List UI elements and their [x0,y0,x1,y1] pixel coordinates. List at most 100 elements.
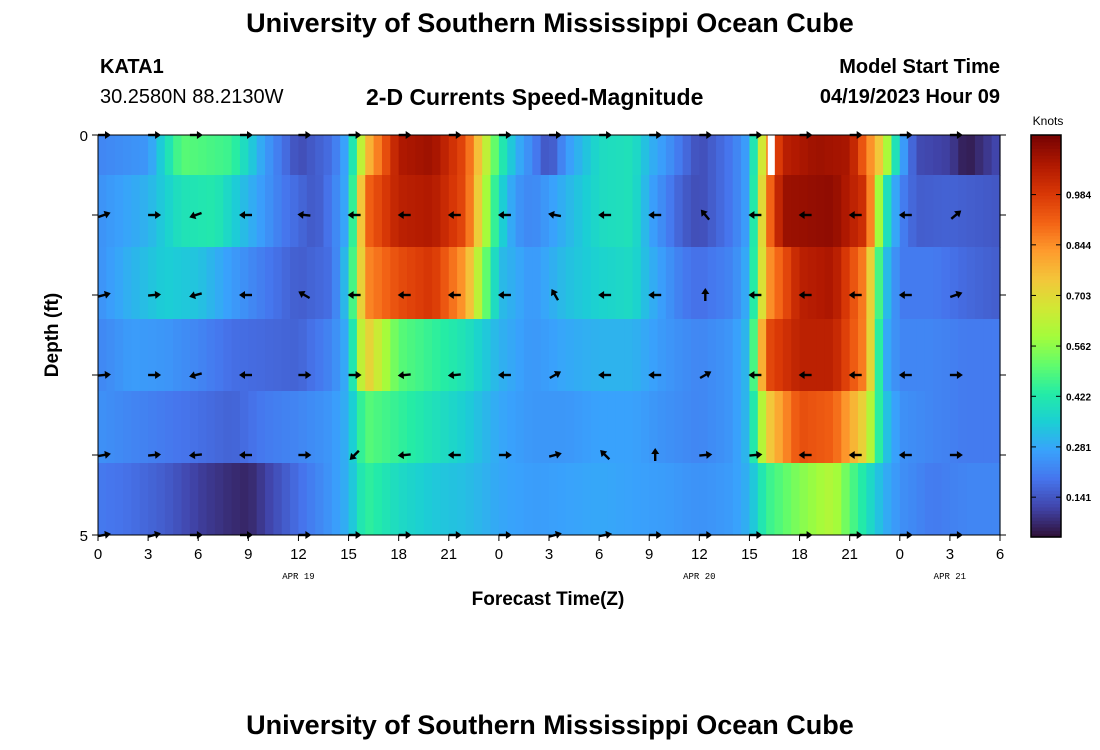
arrow-head [239,291,245,299]
current-arrow [297,210,311,219]
heatmap-cell [315,463,325,536]
heatmap-cell [665,135,675,176]
heatmap-cell [148,175,158,248]
heatmap-cell [139,463,149,536]
heatmap-cell [440,391,450,464]
current-arrow [598,211,612,219]
heatmap-cell [766,175,776,248]
colorbar-segment [1031,269,1061,273]
heatmap-cell [114,247,124,320]
arrow-head [497,371,504,379]
arrow-head [553,371,562,378]
heatmap-cell [131,391,141,464]
heatmap-cell [816,319,826,392]
heatmap-cell [390,463,400,536]
heatmap-cell [590,391,600,464]
heatmap-cell [507,463,517,536]
heatmap-cell [206,135,216,176]
colorbar-segment [1031,486,1061,491]
heatmap-cell [574,463,584,536]
colorbar-segment [1031,369,1061,374]
heatmap-cell [699,319,709,392]
heatmap-cell [841,319,851,392]
heatmap-cell [373,175,383,248]
colorbar-segment [1031,305,1061,310]
current-arrow [548,450,562,459]
x-tick-label: 0 [495,546,503,563]
heatmap-cell [874,391,884,464]
colorbar-segment [1031,265,1061,270]
heatmap-cell [189,391,199,464]
colorbar-segment [1031,406,1061,411]
heatmap-cell [874,319,884,392]
heatmap-cell [415,391,425,464]
heatmap-cell [832,319,842,392]
heatmap-cell [824,175,834,248]
colorbar-segment [1031,212,1061,216]
heatmap-cell [248,135,258,176]
heatmap-cell [699,135,709,176]
x-tick-label: 9 [244,546,252,563]
heatmap-cell [507,247,517,320]
arrow-head [447,291,454,299]
heatmap-cell [958,319,968,392]
heatmap-cell [649,319,659,392]
arrow-head [239,211,245,219]
colorbar-segment [1031,279,1061,283]
heatmap-cell [966,319,976,392]
heatmap-cell [515,391,525,464]
heatmap-cell [632,135,642,176]
heatmap-cell [156,135,166,176]
heatmap-cell [908,135,918,176]
colorbar-segment [1031,506,1061,511]
heatmap-cell [649,391,659,464]
heatmap-cell [106,135,116,176]
heatmap-cell [507,175,517,248]
arrow-head [798,211,805,219]
heatmap-cell [824,247,834,320]
heatmap-cell [607,391,617,464]
heatmap-cell [807,463,817,536]
heatmap-cell [858,319,867,392]
heatmap-cell [849,463,859,536]
heatmap-cell [98,135,107,176]
heatmap-cell [774,247,784,320]
heatmap-cell [281,247,291,320]
heatmap-cell [239,391,249,464]
heatmap-cell [949,319,959,392]
heatmap-cell [883,319,893,392]
heatmap-cell [916,319,926,392]
heatmap-cell [866,391,876,464]
heatmap-cell [607,247,617,320]
heatmap-cell [983,319,993,392]
heatmap-cell [974,319,984,392]
heatmap-cell [131,463,141,536]
heatmap-cell [983,247,993,320]
heatmap-cell [924,391,934,464]
colorbar-segment [1031,429,1061,434]
heatmap-cell [356,319,366,392]
colorbar-segment [1031,309,1061,314]
heatmap-cell [189,175,199,248]
current-arrow [798,451,812,459]
colorbar-segment [1031,302,1061,307]
current-arrow [97,370,111,379]
colorbar-segment [1031,426,1061,431]
heatmap-cell [139,247,149,320]
heatmap-cell [98,247,107,320]
heatmap-cell [816,391,826,464]
heatmap-cell [624,175,634,248]
arrow-head [349,452,357,460]
heatmap-cell [824,319,834,392]
current-arrow [97,210,111,219]
heatmap-cell [448,135,458,176]
heatmap-cell [198,135,208,176]
colorbar-segment [1031,312,1061,317]
heatmap-cell [916,391,926,464]
arrow-head [701,288,710,294]
heatmap-cell [523,391,533,464]
colorbar-segment [1031,195,1061,200]
heatmap-cell [741,391,751,464]
heatmap-cell [181,135,191,176]
current-arrow [347,211,361,219]
